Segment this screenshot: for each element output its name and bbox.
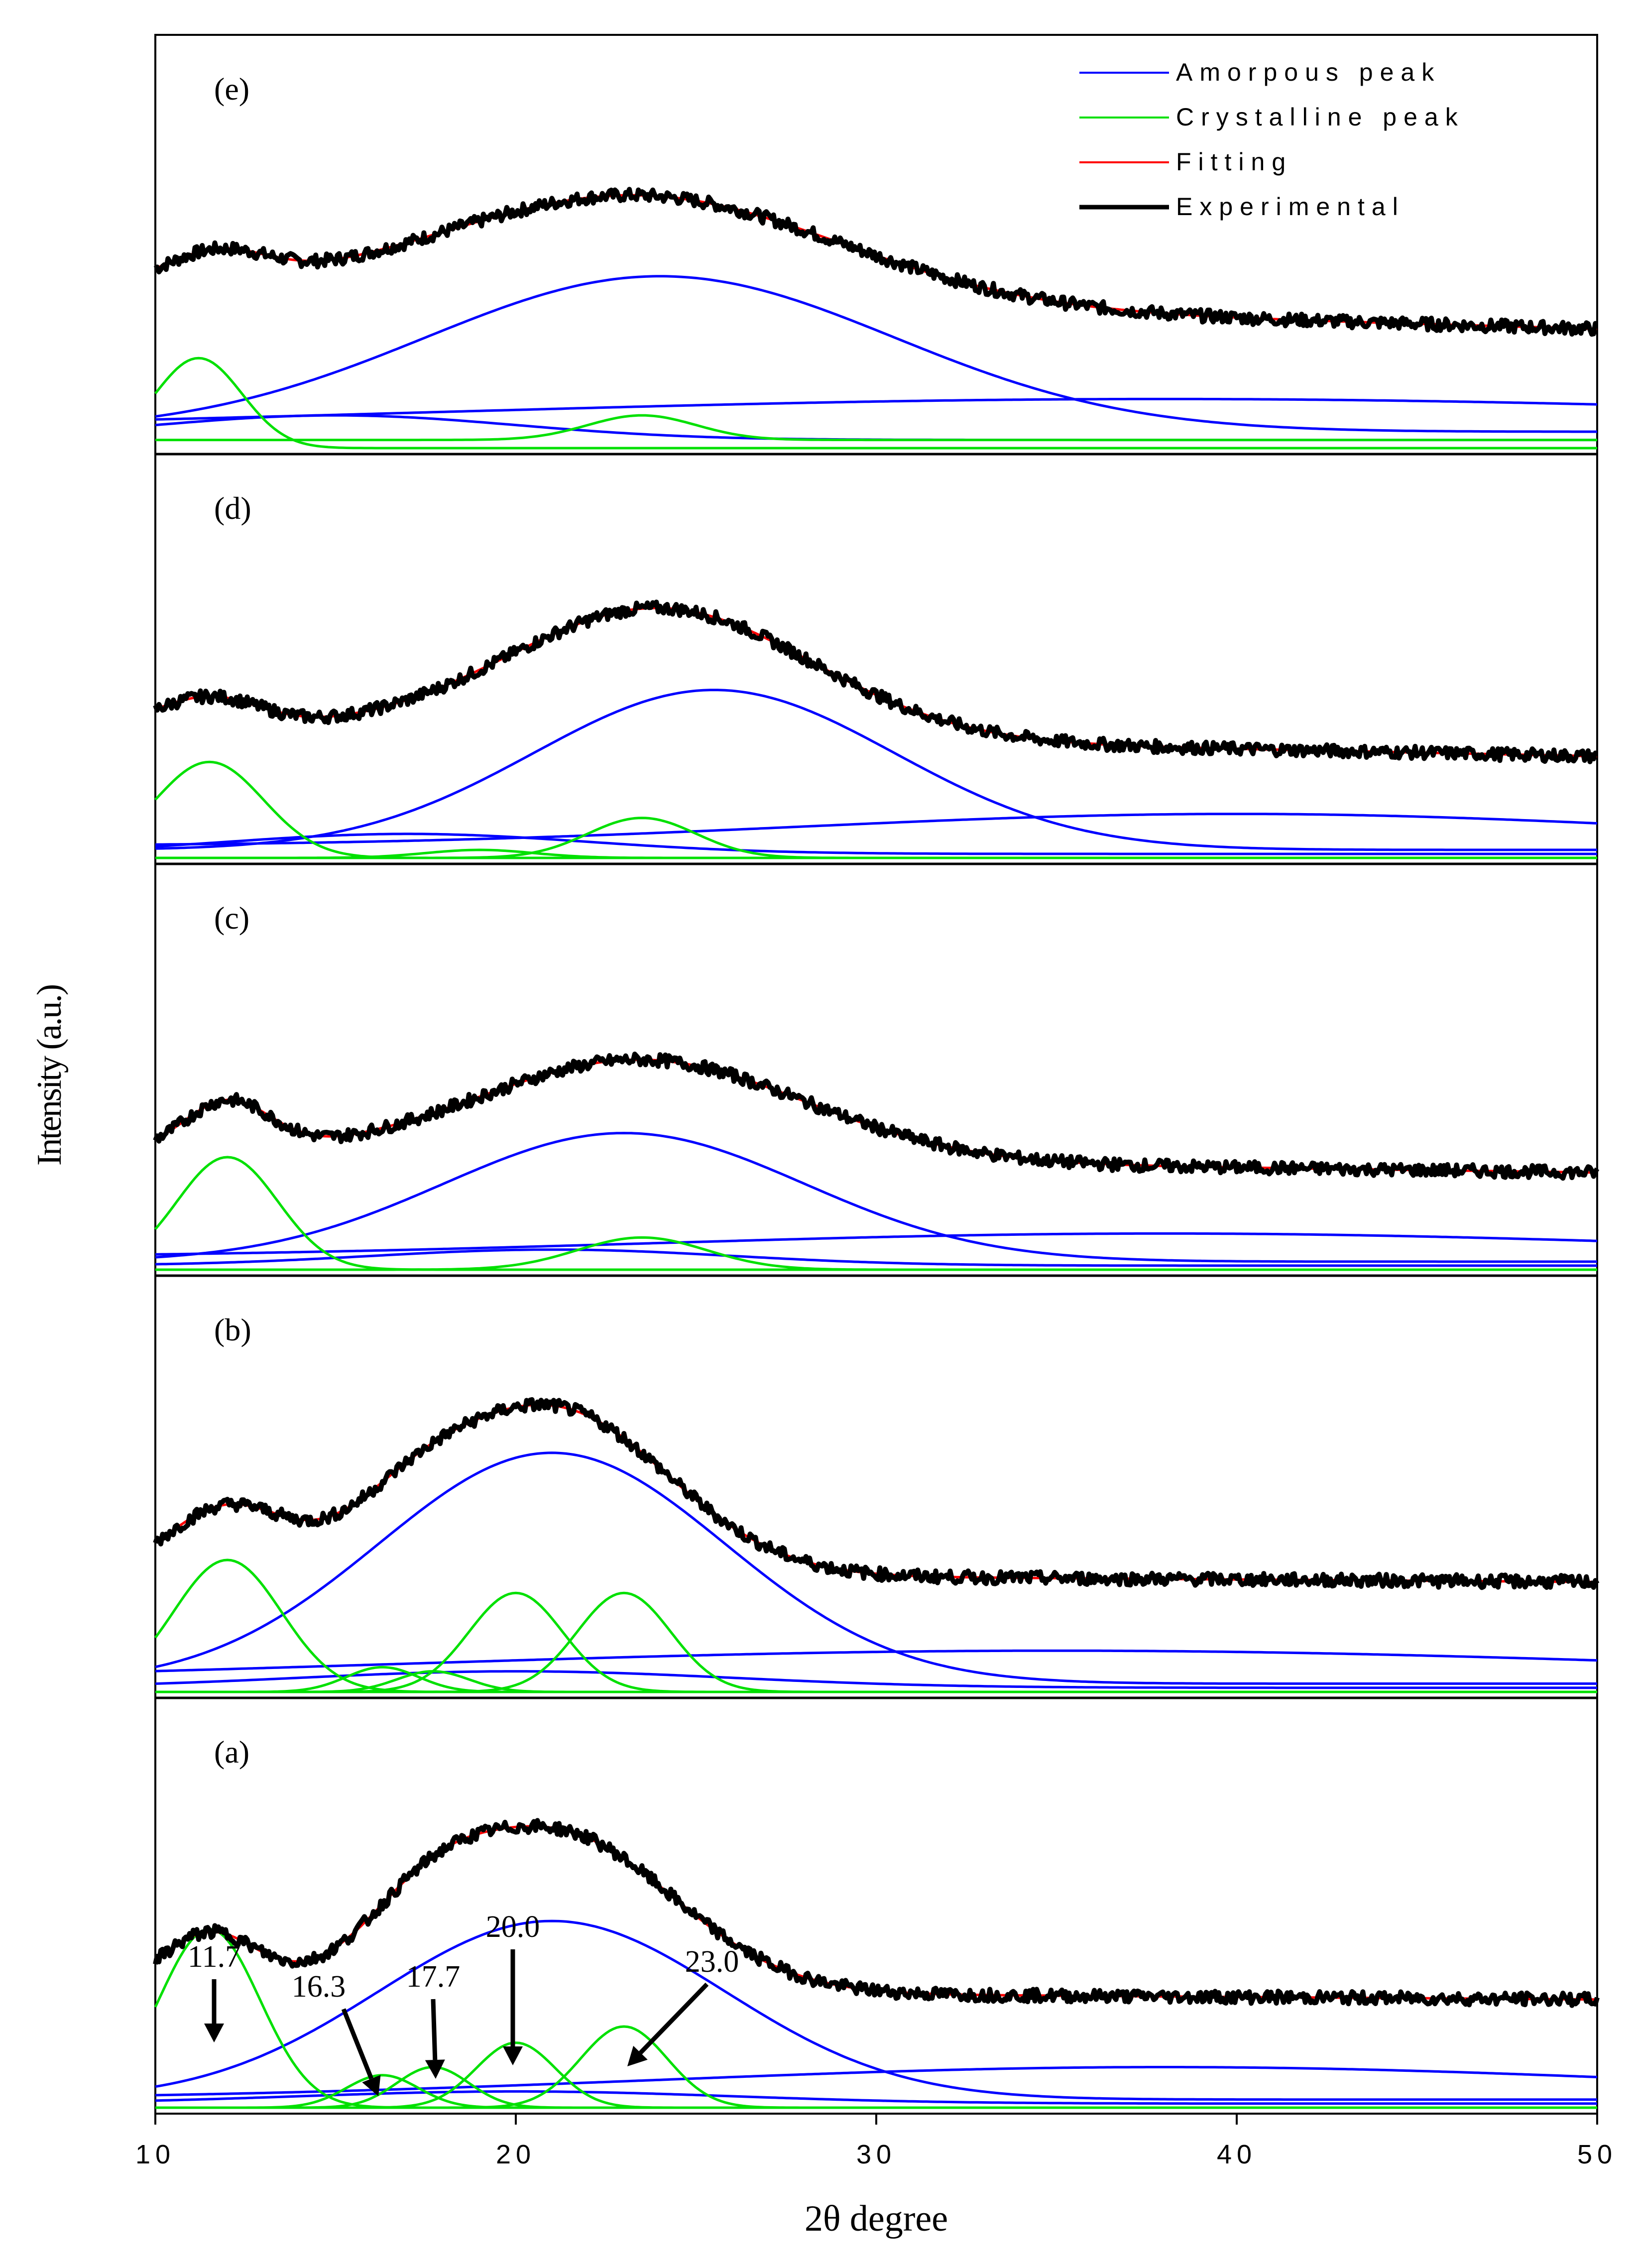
amorphous-peak-curve: [155, 2066, 1598, 2097]
panel-e: [153, 187, 1598, 450]
annotation-arrow-head: [362, 2075, 381, 2096]
panel-label-c: (c): [214, 900, 249, 936]
panel-a: [153, 1818, 1600, 2109]
amorphous-peak-curve: [155, 1132, 1597, 1263]
crystalline-peak-curve: [155, 414, 1597, 442]
experimental-curve: [153, 1052, 1600, 1181]
amorphous-peak-curve: [155, 1248, 1597, 1267]
panel-label-b: (b): [214, 1312, 251, 1347]
annotation-arrow-head: [627, 2045, 648, 2066]
amorphous-peak-curve: [155, 2090, 1597, 2105]
panel-c: [153, 1052, 1600, 1271]
amorphous-peak-curve: [155, 813, 1598, 846]
crystalline-peak-curve: [155, 1236, 1597, 1271]
amorphous-peak-curve: [155, 1919, 1597, 2101]
annotation-label: 23.0: [685, 1945, 739, 1979]
x-tick-label: 10: [135, 2140, 175, 2169]
amorphous-peak-curve: [155, 275, 1597, 433]
x-tick-label: 20: [496, 2140, 536, 2169]
legend-label-amorphous: Amorpous peak: [1176, 58, 1441, 86]
annotation-label: 16.3: [292, 1970, 346, 2004]
legend-label-crystalline: Crystalline peak: [1176, 103, 1465, 131]
annotation-arrow-shaft: [431, 1999, 438, 2060]
crystalline-peak-curve: [155, 1591, 1597, 1693]
experimental-curve: [153, 187, 1598, 337]
amorphous-peak-curve: [155, 689, 1597, 851]
panel-d: [153, 599, 1598, 859]
panels-layer: [153, 34, 1600, 2125]
panel-label-a: (a): [214, 1734, 249, 1770]
crystalline-peak-curve: [155, 2025, 1597, 2109]
x-axis-title: 2θ degree: [805, 2198, 948, 2239]
legend-label-fitting: Fitting: [1176, 148, 1292, 176]
panel-b: [153, 1397, 1600, 1693]
amorphous-peak-curve: [155, 833, 1597, 855]
annotation-arrow-shaft: [639, 1982, 709, 2054]
annotation-label: 17.7: [406, 1960, 461, 1994]
annotation-label: 20.0: [486, 1910, 540, 1944]
panel-label-e: (e): [214, 71, 249, 107]
amorphous-peak-curve: [155, 1649, 1598, 1672]
annotation-arrow-head: [425, 2059, 445, 2079]
annotation-arrow-head: [204, 2024, 224, 2042]
legend: Amorpous peak Crystalline peak Fitting E…: [1079, 58, 1465, 221]
legend-label-experimental: Experimental: [1176, 193, 1405, 221]
x-tick-label: 40: [1217, 2140, 1257, 2169]
annotation-label: 11.7: [188, 1940, 240, 1974]
annotation-arrow-head: [503, 2046, 523, 2065]
panel-label-d: (d): [214, 490, 251, 526]
crystalline-peak-curve: [154, 357, 1597, 450]
experimental-curve: [153, 1818, 1600, 2008]
amorphous-peak-curve: [155, 1451, 1597, 1685]
x-tick-label: 30: [856, 2140, 896, 2169]
amorphous-peak-curve: [155, 1670, 1597, 1689]
experimental-curve: [153, 599, 1598, 764]
annotation-arrows: [204, 1949, 709, 2096]
annotation-arrow-shaft: [341, 2008, 374, 2080]
experimental-curve: [153, 1397, 1600, 1590]
y-axis-title: Intensity (a.u.): [30, 985, 69, 1166]
amorphous-peak-curve: [155, 1232, 1598, 1256]
x-tick-label: 50: [1577, 2140, 1617, 2169]
crystalline-peak-curve: [155, 848, 1597, 859]
amorphous-peak-curve: [155, 397, 1598, 421]
